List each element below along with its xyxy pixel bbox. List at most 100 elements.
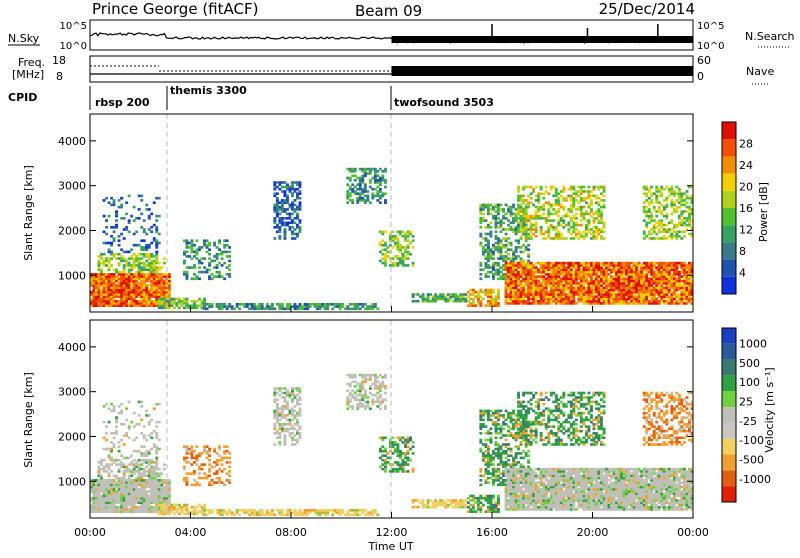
power-cell-3074 <box>663 282 666 285</box>
power-cell-2550 <box>590 287 593 290</box>
power-cell-1533 <box>467 295 470 298</box>
power-cell-1191 <box>294 199 297 202</box>
power-cell-2777 <box>620 262 623 265</box>
velocity-cell-187 <box>123 510 126 513</box>
power-cell-1245 <box>351 188 354 191</box>
power-cell-3295 <box>520 222 523 225</box>
power-cell-3559 <box>577 190 580 193</box>
velocity-cell-160 <box>118 506 121 509</box>
velocity-cell-79 <box>103 493 106 496</box>
power-cell-1517 <box>457 298 460 301</box>
power-cell-1027 <box>329 303 332 306</box>
power-cell-865 <box>208 242 211 245</box>
power-cell-1980 <box>510 293 513 296</box>
power-cell-1232 <box>346 168 349 171</box>
power-cell-938 <box>228 303 231 306</box>
power-cell-3832 <box>673 208 676 211</box>
power-cell-1866 <box>515 213 518 216</box>
power-cell-3828 <box>673 231 676 234</box>
power-cell-1544 <box>472 293 475 296</box>
power-cell-1456 <box>409 253 412 256</box>
power-cell-1536 <box>469 302 472 305</box>
power-cell-442 <box>165 282 168 285</box>
velocity-cell-621 <box>113 432 116 435</box>
power-cell-2703 <box>610 262 613 265</box>
power-cell-3170 <box>675 264 678 267</box>
power-cell-3488 <box>562 206 565 209</box>
power-cell-2920 <box>640 271 643 274</box>
velocity-cell-131 <box>113 510 116 513</box>
power-cell-1328 <box>376 190 379 193</box>
power-cell-886 <box>218 262 221 265</box>
power-cell-170 <box>118 275 121 278</box>
velocity-cell-576 <box>153 477 156 480</box>
power-cell-957 <box>253 305 256 308</box>
velocity-cell-154 <box>115 490 118 493</box>
power-cell-1626 <box>482 217 485 220</box>
power-cell-2865 <box>633 271 636 274</box>
power-cell-498 <box>118 262 121 265</box>
power-cell-121 <box>110 293 113 296</box>
velocity-cell-936 <box>226 511 229 514</box>
power-cell-27 <box>95 304 98 307</box>
power-cell-1392 <box>392 264 395 267</box>
power-cell-2466 <box>577 271 580 274</box>
velocity-cell-69 <box>100 481 103 484</box>
power-cell-2696 <box>610 282 613 285</box>
power-cell-3719 <box>648 201 651 204</box>
power-cell-792 <box>183 253 186 256</box>
power-cell-3810 <box>668 190 671 193</box>
power-cell-1187 <box>294 217 297 220</box>
velocity-cell-746 <box>173 504 176 507</box>
velocity-cell-582 <box>153 461 156 464</box>
power-cell-1242 <box>351 201 354 204</box>
power-cell-1416 <box>397 237 400 240</box>
power-cell-760 <box>183 298 186 301</box>
y-tick-label-0-3: 4000 <box>58 135 86 148</box>
power-cell-3186 <box>678 264 681 267</box>
power-cell-2998 <box>653 298 656 301</box>
power-cell-820 <box>193 273 196 276</box>
freq-left-tick-top: 18 <box>52 54 66 67</box>
power-cell-148 <box>115 300 118 303</box>
power-cell-1696 <box>492 244 495 247</box>
power-cell-1015 <box>316 303 319 306</box>
power-cell-2111 <box>527 275 530 278</box>
power-cell-3626 <box>593 226 596 229</box>
power-cell-1808 <box>507 224 510 227</box>
power-cell-3595 <box>585 201 588 204</box>
power-cell-3722 <box>648 188 651 191</box>
power-cell-3320 <box>525 226 528 229</box>
power-cell-2586 <box>595 287 598 290</box>
power-cell-2782 <box>623 293 626 296</box>
power-cell-1860 <box>515 231 518 234</box>
power-cell-3753 <box>655 195 658 198</box>
power-cell-948 <box>243 303 246 306</box>
power-cell-1173 <box>291 208 294 211</box>
power-cell-3504 <box>567 215 570 218</box>
power-cell-2497 <box>583 282 586 285</box>
power-cell-3090 <box>665 287 668 290</box>
power-cell-2832 <box>628 262 631 265</box>
power-cell-3092 <box>665 282 668 285</box>
power-cell-713 <box>158 242 161 245</box>
power-colorbar-tick-3: 16 <box>739 202 753 215</box>
power-cell-3190 <box>680 298 683 301</box>
power-cell-2472 <box>580 298 583 301</box>
power-cell-1028 <box>331 308 334 311</box>
power-cell-613 <box>110 242 113 245</box>
power-cell-2198 <box>540 271 543 274</box>
power-cell-750 <box>178 307 181 310</box>
power-cell-1342 <box>379 177 382 180</box>
velocity-cell-231 <box>130 510 133 513</box>
power-cell-794 <box>183 239 186 242</box>
velocity-cell-81 <box>103 488 106 491</box>
power-cell-1033 <box>336 303 339 306</box>
power-cell-1752 <box>500 246 503 249</box>
power-cell-3569 <box>580 206 583 209</box>
velocity-cell-516 <box>128 470 131 473</box>
power-cell-1491 <box>434 293 437 296</box>
power-cell-2029 <box>515 264 518 267</box>
